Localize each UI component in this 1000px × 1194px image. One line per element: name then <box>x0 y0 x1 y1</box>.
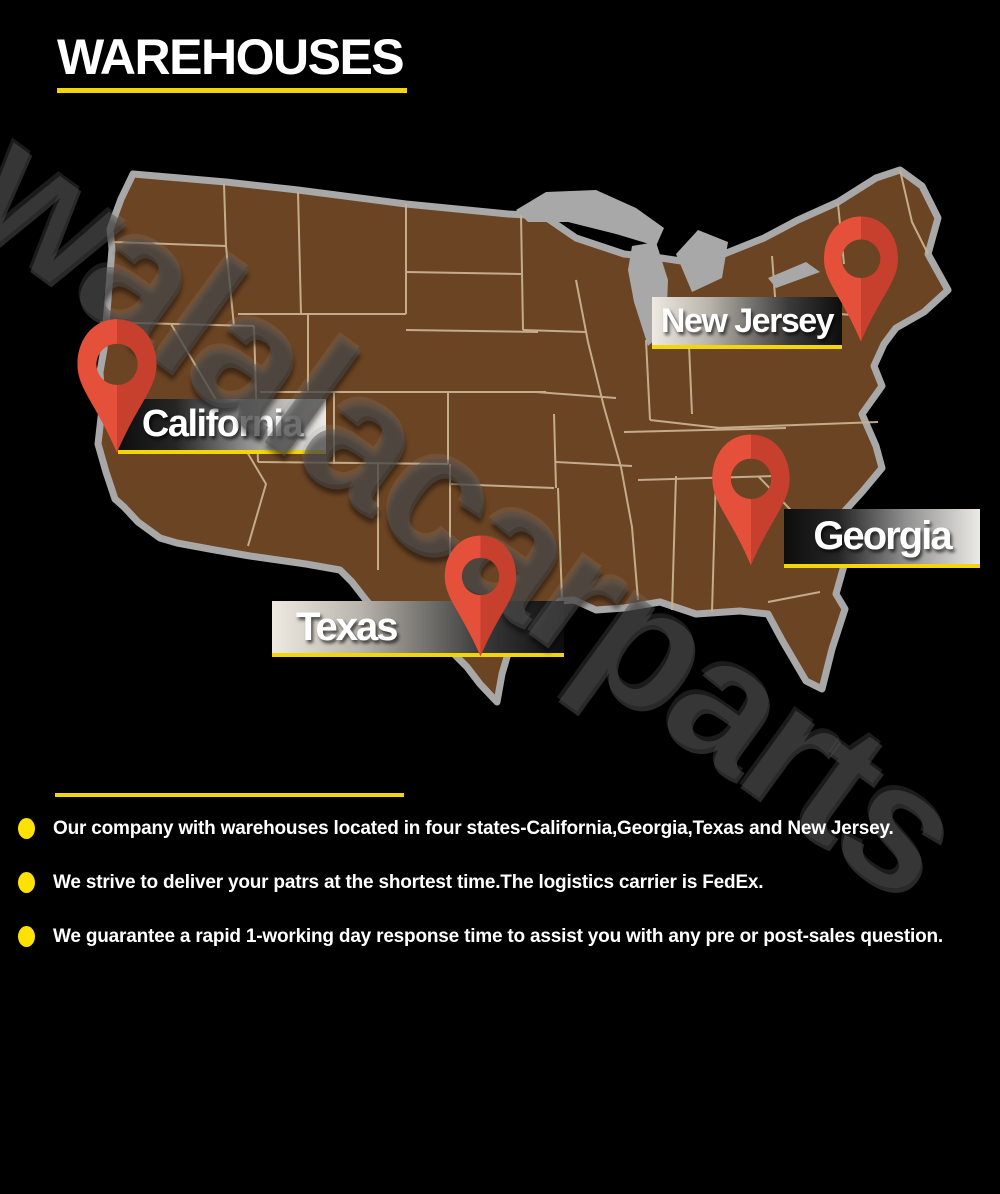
bullet-item: We strive to deliver your patrs at the s… <box>18 870 993 895</box>
label-new-jersey: New Jersey <box>652 297 842 349</box>
lake-superior <box>516 190 664 246</box>
map-pin-icon-georgia <box>712 434 790 566</box>
label-georgia-text: Georgia <box>813 514 952 558</box>
title-underline <box>57 88 407 93</box>
bullet-text: We strive to deliver your patrs at the s… <box>53 872 764 893</box>
label-new-jersey-text: New Jersey <box>660 301 835 340</box>
bullet-item: Our company with warehouses located in f… <box>18 816 993 841</box>
map-pin-icon-new-jersey <box>824 216 898 342</box>
label-georgia: Georgia <box>784 509 980 568</box>
map-pin-icon-california <box>77 319 157 453</box>
label-california-text: California <box>141 403 304 445</box>
label-texas: Texas <box>272 601 564 657</box>
bottom-divider-line <box>55 793 404 797</box>
state-borders <box>99 169 929 613</box>
page-title: WAREHOUSES <box>57 29 405 85</box>
bullet-text: Our company with warehouses located in f… <box>53 818 894 839</box>
map-pin-icon-texas <box>444 535 517 657</box>
bullet-item: We guarantee a rapid 1-working day respo… <box>18 924 993 949</box>
label-california: California <box>118 399 326 454</box>
bullet-dot-icon <box>18 818 35 839</box>
lake-ontario <box>768 262 820 288</box>
lake-huron <box>676 230 728 292</box>
bullet-dot-icon <box>18 926 35 947</box>
bullet-text: We guarantee a rapid 1-working day respo… <box>53 926 943 947</box>
label-texas-text: Texas <box>296 604 398 649</box>
bullet-dot-icon <box>18 872 35 893</box>
